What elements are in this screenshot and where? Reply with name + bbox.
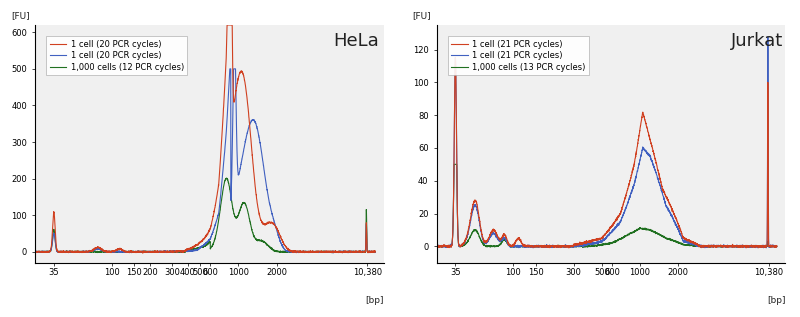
1 cell (20 PCR cycles) — [30, 250, 40, 254]
1 cell (20 PCR cycles) — [161, 250, 170, 254]
1,000 cells (12 PCR cycles) — [70, 250, 79, 254]
1 cell (20 PCR cycles) — [370, 250, 380, 254]
1,000 cells (12 PCR cycles) — [327, 250, 337, 254]
1,000 cells (12 PCR cycles) — [30, 250, 40, 254]
1 cell (21 PCR cycles) — [578, 243, 587, 247]
1 cell (20 PCR cycles) — [70, 250, 79, 254]
1 cell (20 PCR cycles) — [176, 249, 186, 253]
1 cell (20 PCR cycles) — [70, 249, 79, 253]
1,000 cells (13 PCR cycles) — [729, 244, 738, 248]
1,000 cells (12 PCR cycles) — [222, 176, 231, 180]
1 cell (21 PCR cycles) — [772, 244, 782, 248]
1 cell (21 PCR cycles) — [450, 55, 460, 59]
1 cell (20 PCR cycles) — [161, 249, 170, 253]
1,000 cells (12 PCR cycles) — [327, 251, 337, 255]
1 cell (20 PCR cycles) — [225, 67, 234, 71]
1 cell (21 PCR cycles) — [562, 244, 572, 248]
Text: HeLa: HeLa — [333, 32, 378, 50]
1,000 cells (13 PCR cycles) — [706, 245, 715, 249]
1,000 cells (13 PCR cycles) — [562, 245, 572, 249]
1 cell (20 PCR cycles) — [30, 249, 40, 253]
1 cell (20 PCR cycles) — [327, 250, 337, 254]
1,000 cells (13 PCR cycles) — [491, 245, 501, 249]
Line: 1 cell (20 PCR cycles): 1 cell (20 PCR cycles) — [35, 69, 375, 253]
1 cell (21 PCR cycles) — [766, 245, 775, 249]
1 cell (21 PCR cycles) — [578, 241, 587, 244]
1,000 cells (13 PCR cycles) — [449, 162, 458, 166]
Line: 1,000 cells (12 PCR cycles): 1,000 cells (12 PCR cycles) — [35, 178, 375, 253]
1 cell (21 PCR cycles) — [729, 245, 738, 249]
1 cell (20 PCR cycles) — [138, 251, 148, 255]
1 cell (21 PCR cycles) — [564, 246, 574, 250]
1 cell (21 PCR cycles) — [729, 244, 738, 248]
Legend: 1 cell (21 PCR cycles), 1 cell (21 PCR cycles), 1,000 cells (13 PCR cycles): 1 cell (21 PCR cycles), 1 cell (21 PCR c… — [448, 36, 589, 75]
1 cell (20 PCR cycles) — [370, 250, 380, 254]
Text: [FU]: [FU] — [11, 11, 30, 20]
1 cell (21 PCR cycles) — [772, 245, 782, 249]
1,000 cells (12 PCR cycles) — [364, 249, 374, 253]
1 cell (21 PCR cycles) — [471, 199, 481, 203]
1 cell (21 PCR cycles) — [766, 245, 775, 249]
Line: 1,000 cells (13 PCR cycles): 1,000 cells (13 PCR cycles) — [437, 164, 777, 247]
1 cell (20 PCR cycles) — [222, 23, 232, 27]
1 cell (20 PCR cycles) — [90, 248, 99, 252]
1,000 cells (13 PCR cycles) — [471, 228, 481, 232]
1 cell (20 PCR cycles) — [364, 250, 374, 254]
1 cell (21 PCR cycles) — [491, 231, 501, 235]
1 cell (21 PCR cycles) — [528, 246, 538, 250]
Text: [FU]: [FU] — [413, 11, 431, 20]
Text: [bp]: [bp] — [366, 296, 384, 305]
1 cell (21 PCR cycles) — [471, 203, 481, 207]
1 cell (21 PCR cycles) — [562, 244, 572, 248]
1 cell (20 PCR cycles) — [327, 249, 337, 253]
1 cell (21 PCR cycles) — [432, 244, 442, 248]
1 cell (20 PCR cycles) — [90, 248, 99, 251]
Line: 1 cell (21 PCR cycles): 1 cell (21 PCR cycles) — [437, 57, 777, 248]
1,000 cells (13 PCR cycles) — [766, 245, 775, 249]
1 cell (21 PCR cycles) — [763, 35, 773, 39]
1 cell (21 PCR cycles) — [432, 245, 442, 249]
1 cell (20 PCR cycles) — [328, 251, 338, 255]
Line: 1 cell (20 PCR cycles): 1 cell (20 PCR cycles) — [35, 25, 375, 253]
Legend: 1 cell (20 PCR cycles), 1 cell (20 PCR cycles), 1,000 cells (12 PCR cycles): 1 cell (20 PCR cycles), 1 cell (20 PCR c… — [46, 36, 187, 75]
1,000 cells (12 PCR cycles) — [161, 250, 170, 254]
1,000 cells (12 PCR cycles) — [90, 249, 99, 253]
1 cell (20 PCR cycles) — [176, 250, 186, 254]
1 cell (21 PCR cycles) — [491, 233, 501, 237]
1,000 cells (13 PCR cycles) — [432, 244, 442, 248]
1,000 cells (13 PCR cycles) — [578, 244, 587, 248]
1,000 cells (13 PCR cycles) — [772, 245, 782, 249]
1 cell (20 PCR cycles) — [364, 250, 374, 254]
Text: [bp]: [bp] — [767, 296, 786, 305]
Text: Jurkat: Jurkat — [731, 32, 783, 50]
Line: 1 cell (21 PCR cycles): 1 cell (21 PCR cycles) — [437, 37, 777, 248]
1,000 cells (12 PCR cycles) — [370, 250, 380, 254]
1,000 cells (12 PCR cycles) — [176, 250, 186, 254]
